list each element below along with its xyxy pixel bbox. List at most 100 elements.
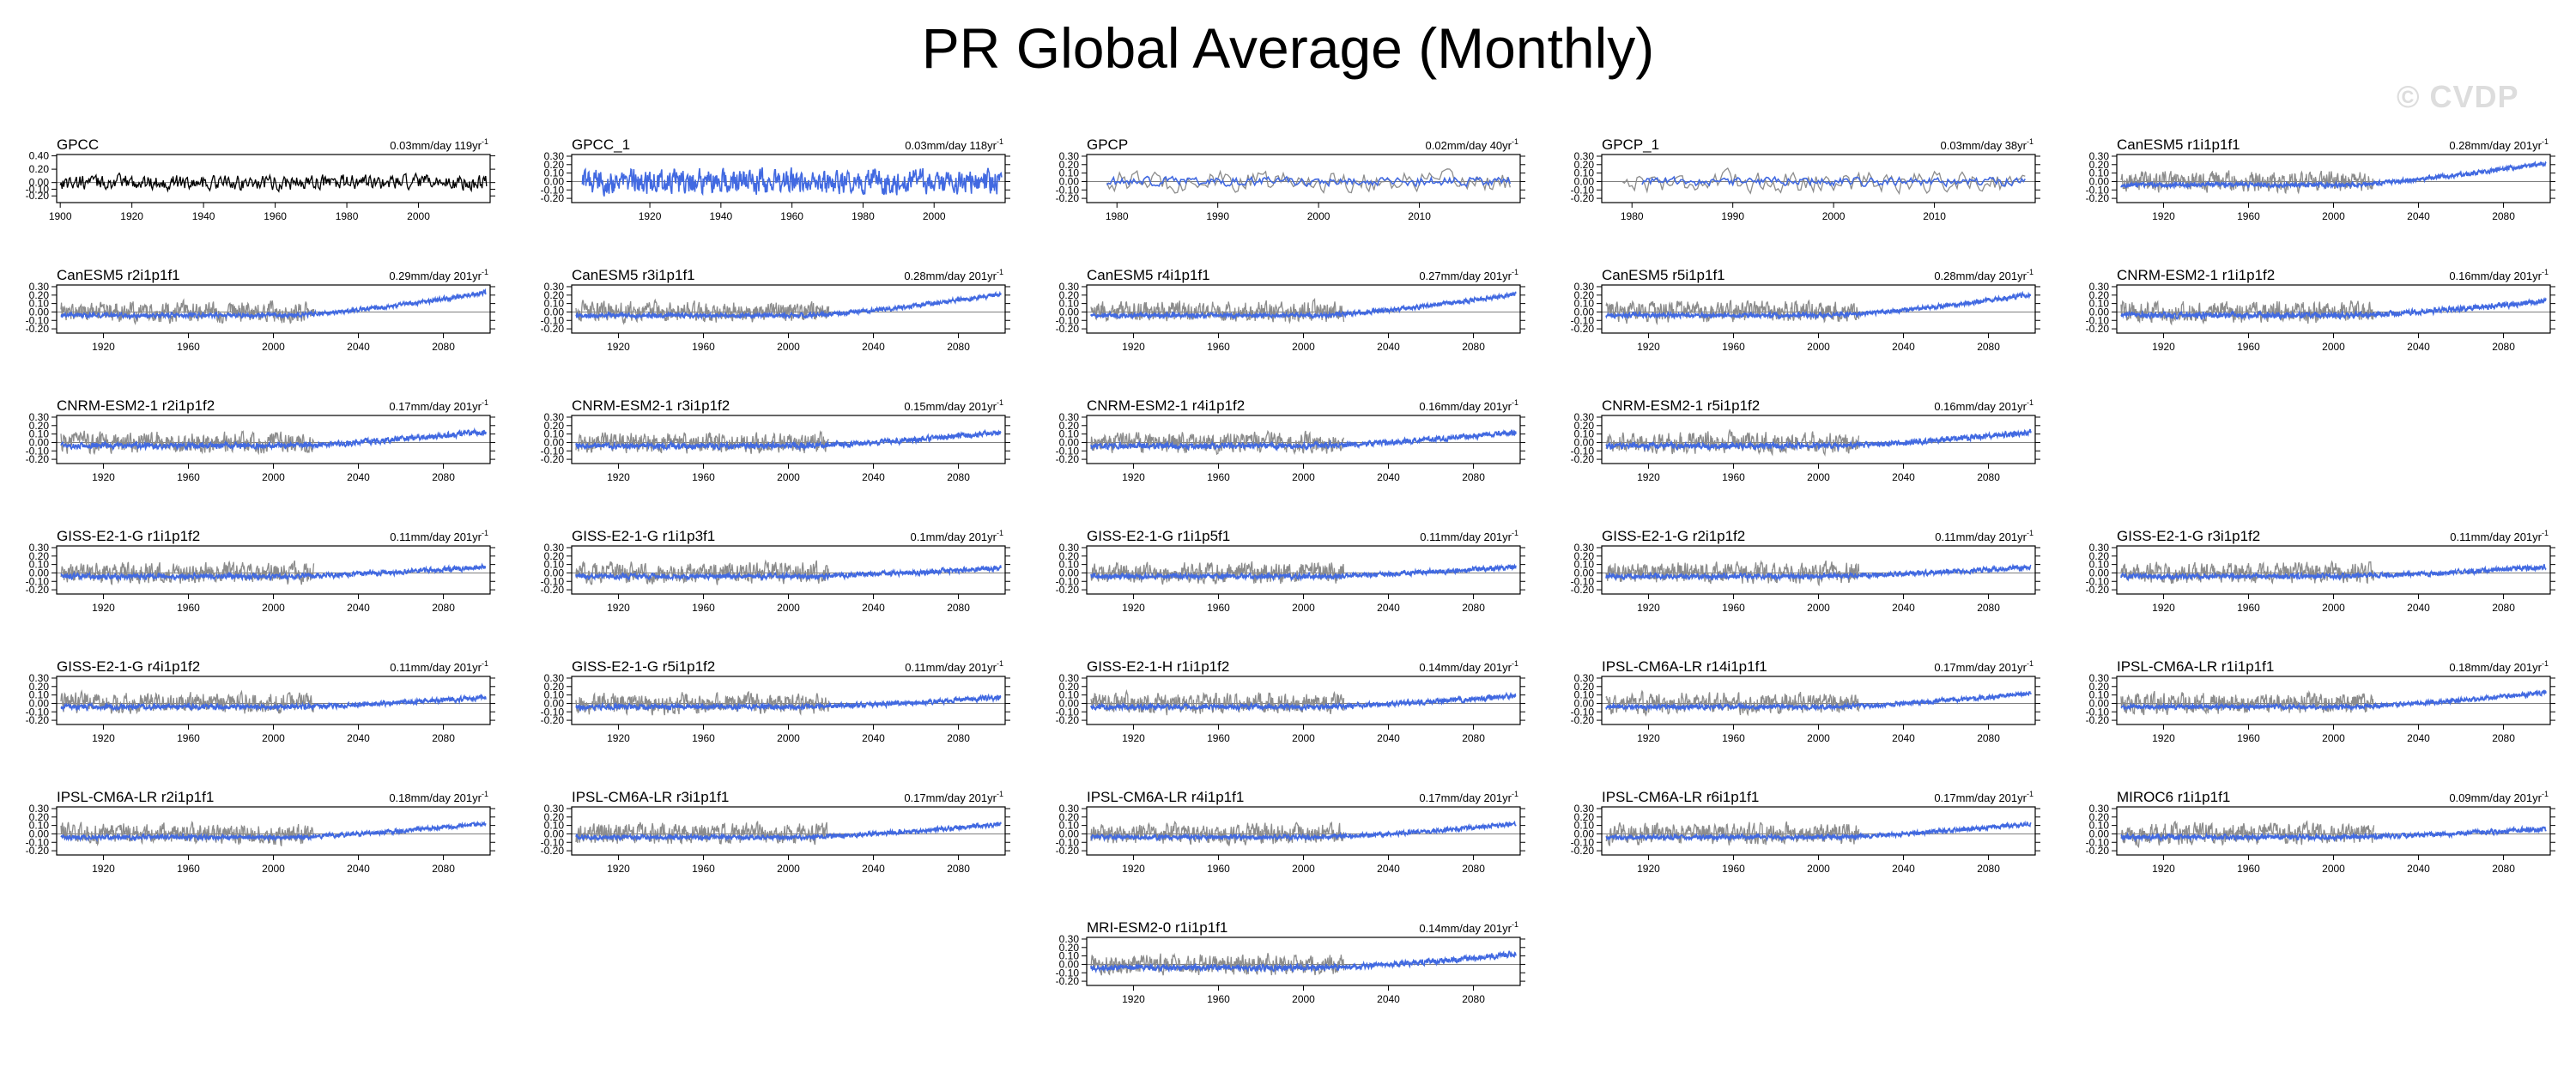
x-tick-label: 2040 xyxy=(862,341,885,353)
trend-label: 0.28mm/day 201yr-1 xyxy=(904,268,1003,282)
x-tick-label: 1920 xyxy=(92,341,115,353)
x-tick-label: 2000 xyxy=(1807,471,1830,483)
y-tick-label: 0.10 xyxy=(1059,950,1080,962)
trend-value: 0.11mm/day 201yr xyxy=(905,661,997,674)
trend-exponent: -1 xyxy=(482,790,488,798)
y-tick-label: -0.20 xyxy=(1571,323,1595,335)
model-series-line xyxy=(1605,290,2032,320)
plot-frame xyxy=(1086,154,1521,203)
observation-series-line xyxy=(1605,299,1860,325)
x-tick-label: 1960 xyxy=(692,471,715,483)
y-tick-label: 0.00 xyxy=(1574,306,1595,318)
panel: IPSL-CM6A-LR r2i1p1f1 0.18mm/day 201yr-1-… xyxy=(26,789,495,875)
trend-exponent: -1 xyxy=(482,137,488,146)
x-tick-label: 2040 xyxy=(1377,602,1400,614)
panel: GISS-E2-1-G r2i1p1f2 0.11mm/day 201yr-1 -0… xyxy=(1571,528,2040,614)
model-series-line xyxy=(1090,291,1517,321)
panel-title: CanESM5 r1i1p1f1 xyxy=(2117,136,2240,153)
trend-value: 0.03mm/day 119yr xyxy=(390,139,482,152)
y-tick-label: 0.20 xyxy=(544,811,565,823)
y-tick-label: 0.30 xyxy=(29,672,50,684)
trend-label: 0.15mm/day 201yr-1 xyxy=(904,398,1003,413)
y-tick-label: -0.20 xyxy=(541,453,565,465)
observation-series-line xyxy=(2120,689,2375,716)
x-tick-label: 2040 xyxy=(862,602,885,614)
trend-value: 0.11mm/day 201yr xyxy=(1420,530,1512,543)
y-tick-label: 0.30 xyxy=(1574,411,1595,423)
x-tick-label: 2040 xyxy=(1892,341,1915,353)
observation-series-line xyxy=(1090,561,1345,585)
x-tick-label: 1960 xyxy=(1207,471,1230,483)
x-tick-label: 1920 xyxy=(1637,471,1660,483)
x-tick-label: 1960 xyxy=(177,732,200,744)
panel: CNRM-ESM2-1 r1i1p1f2 0.16mm/day 201yr-1 -0… xyxy=(2086,267,2555,353)
trend-value: 0.28mm/day 201yr xyxy=(2449,139,2542,152)
x-tick-label: 2040 xyxy=(2407,732,2430,744)
x-tick-label: 1920 xyxy=(1122,602,1145,614)
observation-series-line xyxy=(60,560,315,585)
y-tick-label: -0.20 xyxy=(1056,975,1080,987)
trend-exponent: -1 xyxy=(1512,268,1518,276)
y-tick-label: 0.00 xyxy=(29,697,50,709)
y-tick-label: 0.30 xyxy=(544,281,565,293)
y-tick-label: -0.10 xyxy=(26,314,50,326)
y-tick-label: 0.30 xyxy=(1059,281,1080,293)
y-tick-label: 0.20 xyxy=(1574,159,1595,171)
model-series-line xyxy=(1090,691,1517,712)
x-tick-label: 1960 xyxy=(692,732,715,744)
x-tick-label: 2080 xyxy=(2492,210,2515,222)
y-tick-label: -0.10 xyxy=(2086,706,2110,718)
model-series-line xyxy=(2120,161,2547,191)
trend-value: 0.15mm/day 201yr xyxy=(904,400,997,413)
x-tick-label: 2000 xyxy=(2322,602,2345,614)
y-tick-label: -0.20 xyxy=(26,845,50,857)
trend-exponent: -1 xyxy=(482,268,488,276)
y-tick-label: 0.00 xyxy=(1059,958,1080,970)
panel: CanESM5 r5i1p1f1 0.28mm/day 201yr-1-0.20-… xyxy=(1571,267,2040,353)
x-tick-label: 1920 xyxy=(92,602,115,614)
y-tick-label: 0.10 xyxy=(1059,820,1080,832)
observation-series-line xyxy=(575,298,830,325)
model-series-line xyxy=(1605,690,2032,712)
trend-label: 0.11mm/day 201yr-1 xyxy=(2450,529,2549,543)
x-tick-label: 2000 xyxy=(2322,341,2345,353)
x-tick-label: 1960 xyxy=(264,210,287,222)
x-tick-label: 1920 xyxy=(1122,863,1145,875)
y-tick-label: 0.10 xyxy=(1059,559,1080,571)
y-tick-label: 0.20 xyxy=(1059,550,1080,562)
y-tick-label: 0.00 xyxy=(1059,827,1080,840)
y-tick-label: 0.00 xyxy=(2089,697,2110,709)
observation-series-line xyxy=(1090,952,1345,976)
trend-exponent: -1 xyxy=(1512,790,1518,798)
model-series-line xyxy=(1605,563,2032,582)
y-tick-label: 0.20 xyxy=(544,420,565,432)
trend-label: 0.03mm/day 119yr-1 xyxy=(390,137,488,152)
y-tick-label: 0.20 xyxy=(29,681,50,693)
x-tick-label: 2000 xyxy=(1822,210,1846,222)
y-tick-label: -0.10 xyxy=(541,314,565,326)
panel-title: CanESM5 r3i1p1f1 xyxy=(572,267,695,283)
y-tick-label: 0.00 xyxy=(1574,436,1595,448)
y-tick-label: 0.30 xyxy=(1059,803,1080,815)
y-tick-label: 0.30 xyxy=(1574,542,1595,554)
y-tick-label: 0.20 xyxy=(1574,289,1595,301)
y-tick-label: 0.00 xyxy=(1574,697,1595,709)
x-tick-label: 1920 xyxy=(1122,732,1145,744)
y-tick-label: 0.00 xyxy=(544,306,565,318)
x-tick-label: 2000 xyxy=(262,863,285,875)
x-tick-label: 1920 xyxy=(92,471,115,483)
trend-value: 0.16mm/day 201yr xyxy=(2449,270,2542,282)
y-tick-label: -0.10 xyxy=(1056,836,1080,848)
model-series-line xyxy=(1090,820,1517,843)
y-tick-label: 0.00 xyxy=(29,177,50,189)
y-tick-label: 0.00 xyxy=(544,697,565,709)
y-tick-label: -0.20 xyxy=(1571,845,1595,857)
trend-value: 0.11mm/day 201yr xyxy=(1935,530,2027,543)
trend-exponent: -1 xyxy=(997,529,1003,537)
y-tick-label: 0.30 xyxy=(2089,672,2110,684)
panel-title: GISS-E2-1-H r1i1p1f2 xyxy=(1087,658,1229,675)
trend-label: 0.28mm/day 201yr-1 xyxy=(2449,137,2549,152)
panel-title: CNRM-ESM2-1 r2i1p1f2 xyxy=(57,397,215,414)
y-tick-label: 0.30 xyxy=(29,281,50,293)
y-tick-label: -0.10 xyxy=(541,184,565,196)
